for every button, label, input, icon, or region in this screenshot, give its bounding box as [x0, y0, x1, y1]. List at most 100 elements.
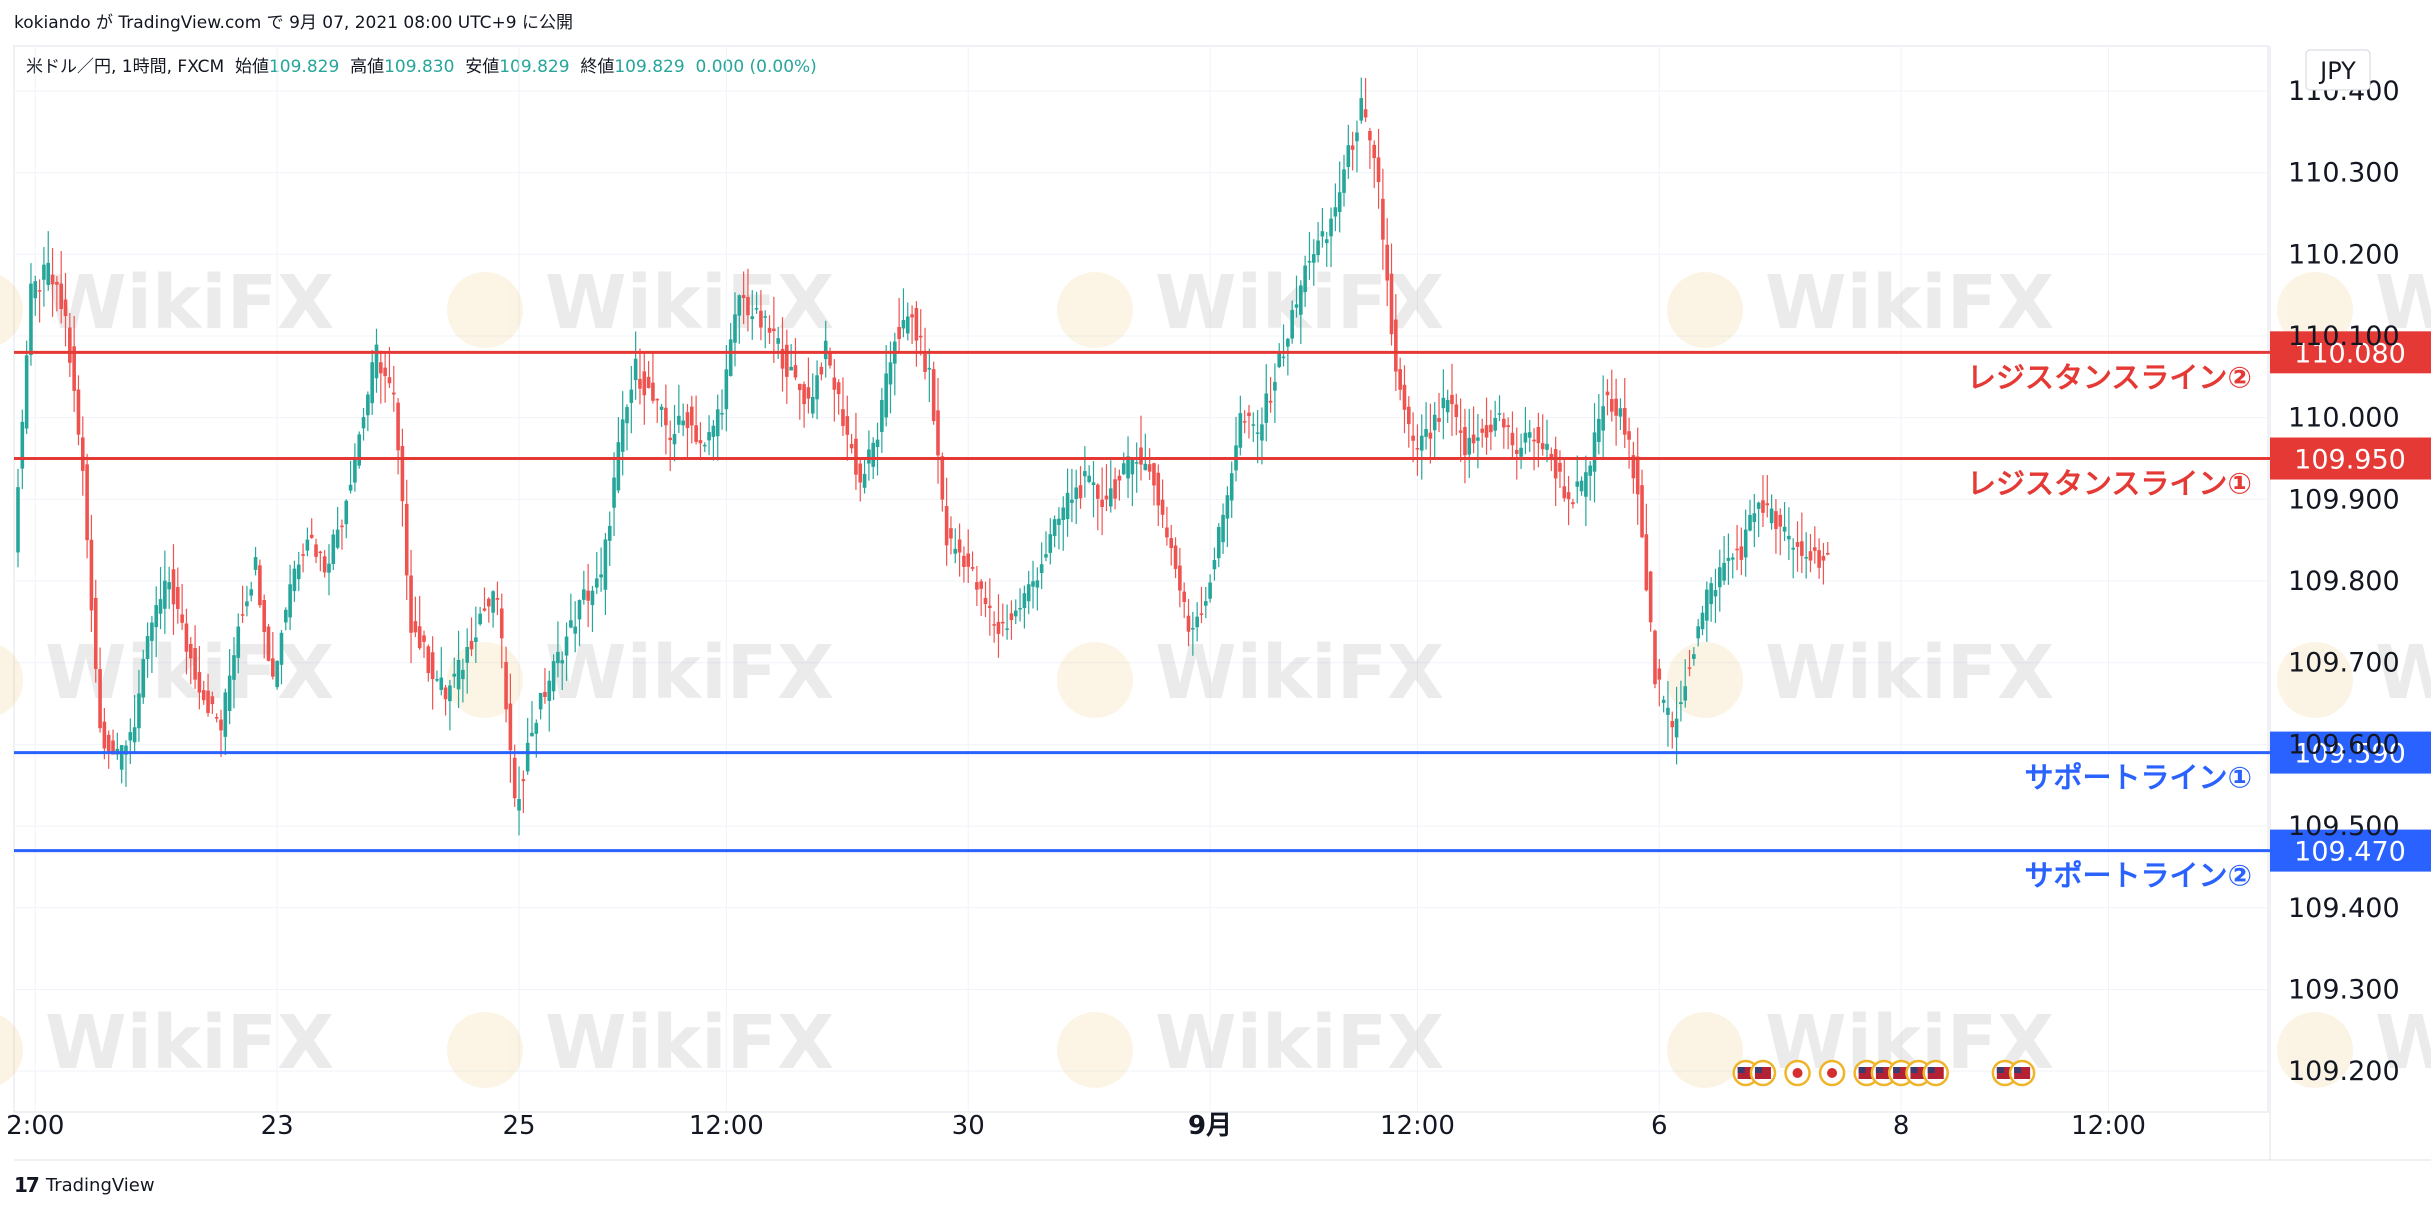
candle-body: [530, 732, 534, 737]
resistance-price-tag: [2270, 331, 2431, 374]
candle-body: [1126, 456, 1130, 479]
candle-body: [236, 626, 241, 658]
candle-body: [400, 445, 405, 502]
candle-body: [832, 377, 837, 390]
jp-event-flag-icon[interactable]: [1784, 1059, 1811, 1087]
candle-body: [1454, 404, 1459, 418]
candle-body: [72, 346, 76, 391]
candle-body: [1389, 273, 1394, 335]
candle-body: [1549, 453, 1554, 459]
candle-body: [448, 685, 452, 702]
candle-body: [918, 335, 923, 338]
us-flag-canton[interactable]: [2014, 1067, 2022, 1073]
candle-body: [1787, 535, 1791, 540]
candle-body: [426, 646, 431, 674]
candle-body: [1147, 464, 1152, 472]
candle-body: [988, 605, 992, 609]
candle-body: [1411, 435, 1415, 441]
us-flag-canton[interactable]: [1927, 1067, 1935, 1073]
candle-body: [867, 449, 871, 464]
candle-body: [154, 605, 159, 628]
resistance-price-label: 110.080: [2294, 338, 2406, 369]
candle-body: [841, 409, 845, 427]
candle-body: [1743, 529, 1748, 558]
candle-body: [646, 376, 651, 389]
candle-body: [1562, 486, 1567, 499]
candle-body: [785, 344, 789, 377]
candle-body: [603, 539, 608, 590]
candle-body: [158, 599, 163, 614]
candle-body: [417, 626, 422, 649]
jp-flag-disc[interactable]: [1792, 1068, 1803, 1078]
candle-body: [1821, 555, 1826, 561]
watermark: WikiFX: [0, 260, 334, 346]
candle-body: [1795, 542, 1800, 547]
watermark: WikiFX: [2277, 630, 2431, 718]
candle-body: [20, 421, 25, 469]
candle-body: [309, 534, 314, 538]
candle-body: [1260, 424, 1264, 441]
candle-body: [1385, 244, 1389, 281]
candle-body: [262, 600, 266, 632]
candle-body: [698, 440, 703, 444]
candle-body: [504, 661, 508, 710]
us-flag-canton[interactable]: [1737, 1067, 1745, 1073]
jp-flag-disc[interactable]: [1827, 1068, 1838, 1078]
watermark: WikiFX: [2277, 1000, 2431, 1088]
candle-body: [1044, 554, 1048, 558]
currency-button-label[interactable]: JPY: [2318, 57, 2356, 85]
candle-body: [491, 591, 495, 613]
candle-body: [802, 384, 806, 405]
candle-body: [1242, 421, 1247, 423]
candle-body: [283, 609, 288, 623]
low-value: 109.829: [499, 57, 570, 77]
candle-body: [590, 590, 595, 606]
candle-body: [746, 297, 750, 316]
currency-button-frame[interactable]: [2305, 49, 2371, 91]
candle-body: [314, 544, 318, 557]
watermark-text: WikiFX: [2375, 630, 2431, 716]
candle-body: [910, 314, 914, 318]
candle-body: [301, 554, 305, 556]
candle-body: [521, 779, 526, 782]
watermark-logo-icon: [1667, 272, 1743, 348]
us-flag-canton[interactable]: [1754, 1067, 1762, 1073]
candle-body: [137, 693, 141, 729]
candle-body: [188, 644, 193, 659]
candle-body: [1065, 492, 1070, 520]
candle-body: [357, 434, 362, 466]
candle-body: [996, 621, 1001, 634]
candle-body: [992, 624, 996, 626]
candle-body: [577, 600, 582, 620]
candle-body: [461, 669, 465, 680]
candle-body: [793, 365, 798, 378]
us-flag-canton[interactable]: [1996, 1067, 2004, 1073]
candle-body: [1368, 130, 1372, 141]
us-event-flag-icon[interactable]: [1922, 1059, 1949, 1087]
candle-body: [344, 500, 349, 525]
candle-body: [1648, 571, 1653, 623]
candle-body: [214, 717, 219, 719]
us-flag-canton[interactable]: [1875, 1067, 1883, 1073]
horizontal-lines-layer: 110.080 レジスタンスライン② 109.950 レジスタンスライン① 109.59…: [14, 331, 2431, 893]
price-tick-label: 109.400: [2288, 893, 2400, 924]
us-flag-canton[interactable]: [1858, 1067, 1866, 1073]
candle-body: [452, 673, 457, 677]
resistance-price-label: 109.950: [2294, 445, 2406, 476]
us-flag-canton[interactable]: [1910, 1067, 1918, 1073]
currency-button[interactable]: JPY: [2305, 49, 2371, 91]
watermark-text: WikiFX: [545, 260, 834, 346]
us-event-flag-icon[interactable]: [1749, 1059, 1777, 1087]
price-tick-label: 109.300: [2288, 974, 2400, 1005]
candle-body: [1216, 527, 1221, 559]
price-tick-label: 109.600: [2288, 729, 2400, 760]
candle-body: [594, 578, 599, 588]
candle-body: [1026, 584, 1031, 602]
us-event-flag-icon[interactable]: [2008, 1059, 2036, 1087]
candle-body: [1173, 545, 1178, 569]
candle-body: [1696, 626, 1700, 639]
us-flag-canton[interactable]: [1893, 1067, 1901, 1073]
price-tick-label: 109.700: [2288, 648, 2400, 679]
jp-event-flag-icon[interactable]: [1818, 1059, 1846, 1087]
